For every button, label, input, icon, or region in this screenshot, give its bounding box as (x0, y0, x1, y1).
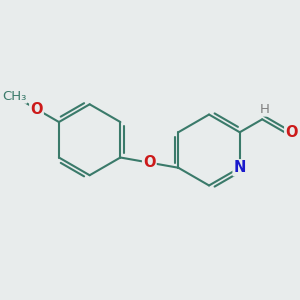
Text: CH₃: CH₃ (2, 90, 26, 103)
Text: H: H (260, 103, 270, 116)
Text: O: O (143, 155, 156, 170)
Text: O: O (285, 125, 298, 140)
Text: O: O (30, 102, 43, 117)
Text: N: N (234, 160, 246, 175)
